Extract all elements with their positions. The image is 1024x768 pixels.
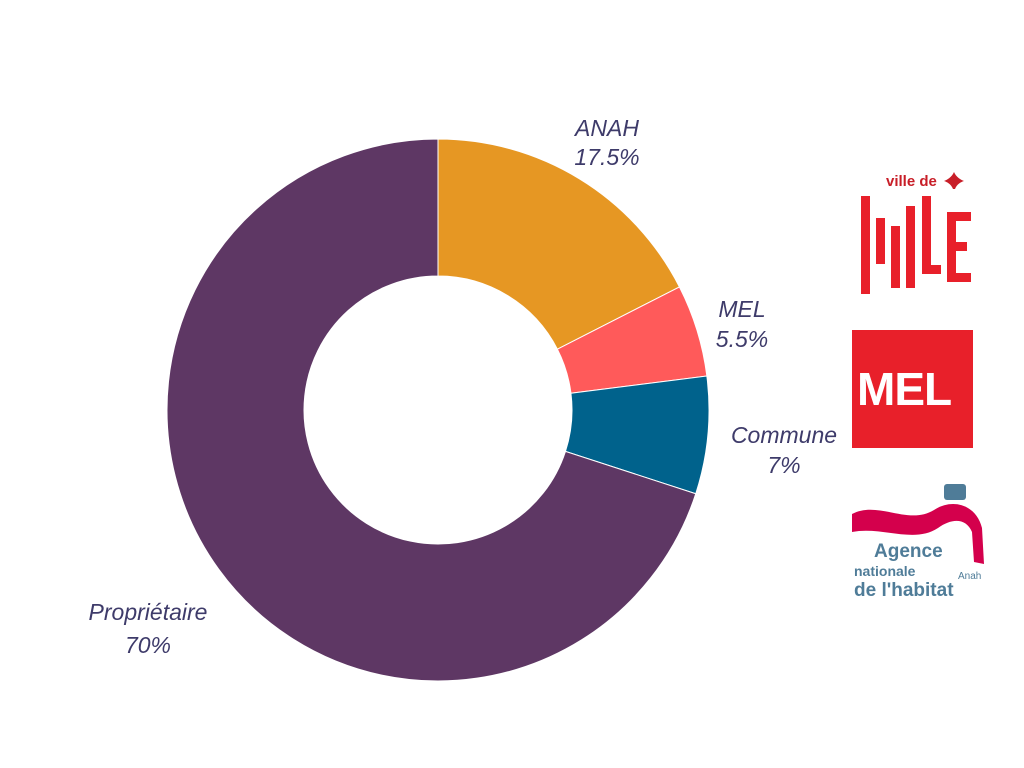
slice-value-label: 70% [125, 632, 171, 658]
svg-text:nationale: nationale [854, 563, 916, 579]
anah-logo: Agence nationale Anah de l'habitat [848, 482, 988, 602]
slice-label: MEL [718, 296, 765, 322]
lille-logo: ville de [858, 168, 976, 298]
slice-label: ANAH [573, 115, 639, 141]
donut-slices [166, 138, 710, 682]
mel-logo: MEL [852, 330, 973, 448]
slice-value-label: 17.5% [574, 144, 639, 170]
svg-text:Agence: Agence [874, 541, 943, 562]
slice-anah [437, 138, 681, 350]
slice-labels: ANAH 17.5% MEL 5.5% Commune 7% Propriétaire 70% [89, 115, 838, 658]
svg-text:Anah: Anah [958, 571, 981, 582]
slice-value-label: 7% [767, 452, 800, 478]
slice-label: Commune [731, 422, 837, 448]
svg-text:MEL: MEL [857, 363, 951, 415]
slice-value-label: 5.5% [716, 326, 768, 352]
svg-text:de l'habitat: de l'habitat [854, 580, 954, 601]
svg-text:ville de: ville de [886, 173, 937, 190]
slice-label: Propriétaire [89, 599, 208, 625]
slice-propri-taire [166, 138, 697, 682]
